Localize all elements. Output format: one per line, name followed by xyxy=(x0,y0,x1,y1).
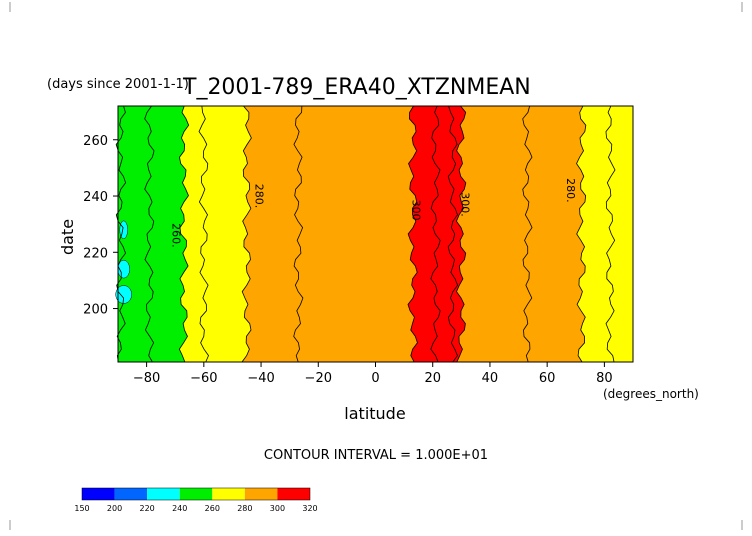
title-prefix: (days since 2001-1-1) xyxy=(47,77,189,92)
x-tick-label: −60 xyxy=(190,371,217,386)
x-axis-ticks: −80 −60 −40 −20 0 20 40 60 80 xyxy=(133,362,613,386)
contour-region xyxy=(179,106,209,362)
x-tick-label: −80 xyxy=(133,371,160,386)
contour-region xyxy=(456,106,533,362)
contour-region xyxy=(241,106,303,362)
contour-label: 300. xyxy=(458,192,471,217)
isoline xyxy=(456,105,467,363)
colorbar-swatch xyxy=(277,488,310,500)
contour-region xyxy=(448,106,466,362)
colorbar-tick-label: 240 xyxy=(172,504,187,513)
x-tick-label: 0 xyxy=(371,371,379,386)
colorbar-swatch xyxy=(82,488,115,500)
contour-label: 300 xyxy=(410,200,423,221)
isoline xyxy=(178,105,190,363)
isoline xyxy=(293,105,304,363)
contour-labels: 260. 280. 300 300. 280. xyxy=(169,178,577,248)
colorbar-tick-label: 220 xyxy=(140,504,155,513)
isoline xyxy=(241,105,252,363)
colorbar-swatch xyxy=(147,488,180,500)
isoline xyxy=(407,105,418,363)
isoline xyxy=(144,105,155,363)
isoline xyxy=(447,105,459,363)
contour-patch xyxy=(115,285,132,304)
chart-title: T_2001-789_ERA40_XTZNMEAN xyxy=(182,75,531,100)
colorbar-swatch xyxy=(179,488,213,500)
contour-region xyxy=(576,106,616,362)
page-corner-marks xyxy=(9,2,743,530)
y-axis-ticks: 200 220 240 260 xyxy=(83,134,118,318)
colorbar: 150 200 220 240 260 280 300 320 xyxy=(74,487,318,513)
colorbar-frame xyxy=(81,487,311,501)
x-tick-label: −20 xyxy=(305,371,332,386)
x-tick-label: 60 xyxy=(539,371,556,386)
colorbar-tick-label: 260 xyxy=(205,504,220,513)
isoline xyxy=(198,105,209,363)
x-axis-label: latitude xyxy=(344,404,405,423)
contour-region xyxy=(199,106,252,362)
colorbar-tick-label: 280 xyxy=(237,504,252,513)
contour-lines xyxy=(115,105,616,363)
colorbar-tick-label: 300 xyxy=(270,504,285,513)
y-tick-label: 200 xyxy=(83,303,108,318)
colorbar-swatch xyxy=(212,488,245,500)
y-tick-label: 220 xyxy=(83,246,108,261)
contour-label: 280. xyxy=(564,178,577,203)
y-axis-label: date xyxy=(58,219,77,255)
contour-region xyxy=(605,106,633,362)
isoline xyxy=(522,105,533,363)
isoline xyxy=(576,105,587,363)
x-tick-label: 40 xyxy=(482,371,499,386)
x-tick-label: 80 xyxy=(596,371,613,386)
contour-label: 260. xyxy=(169,223,182,248)
colorbar-tick-label: 200 xyxy=(107,504,122,513)
colorbar-swatch xyxy=(244,488,278,500)
contour-region xyxy=(293,106,418,362)
x-tick-label: 20 xyxy=(424,371,441,386)
isoline xyxy=(430,105,441,363)
y-tick-label: 260 xyxy=(83,134,108,149)
colorbar-tick-label: 320 xyxy=(302,504,317,513)
colorbar-swatch xyxy=(114,488,148,500)
contour-region xyxy=(522,106,586,362)
x-tick-label: −40 xyxy=(247,371,274,386)
contour-label: 280. xyxy=(252,184,265,209)
colorbar-tick-label: 150 xyxy=(74,504,89,513)
contour-region xyxy=(144,106,189,362)
contour-fill xyxy=(115,106,633,362)
contour-interval-note: CONTOUR INTERVAL = 1.000E+01 xyxy=(264,448,488,463)
x-axis-units: (degrees_north) xyxy=(603,387,699,401)
y-tick-label: 240 xyxy=(83,190,108,205)
contour-region xyxy=(430,106,458,362)
contour-region xyxy=(407,106,441,362)
isoline xyxy=(605,105,616,363)
